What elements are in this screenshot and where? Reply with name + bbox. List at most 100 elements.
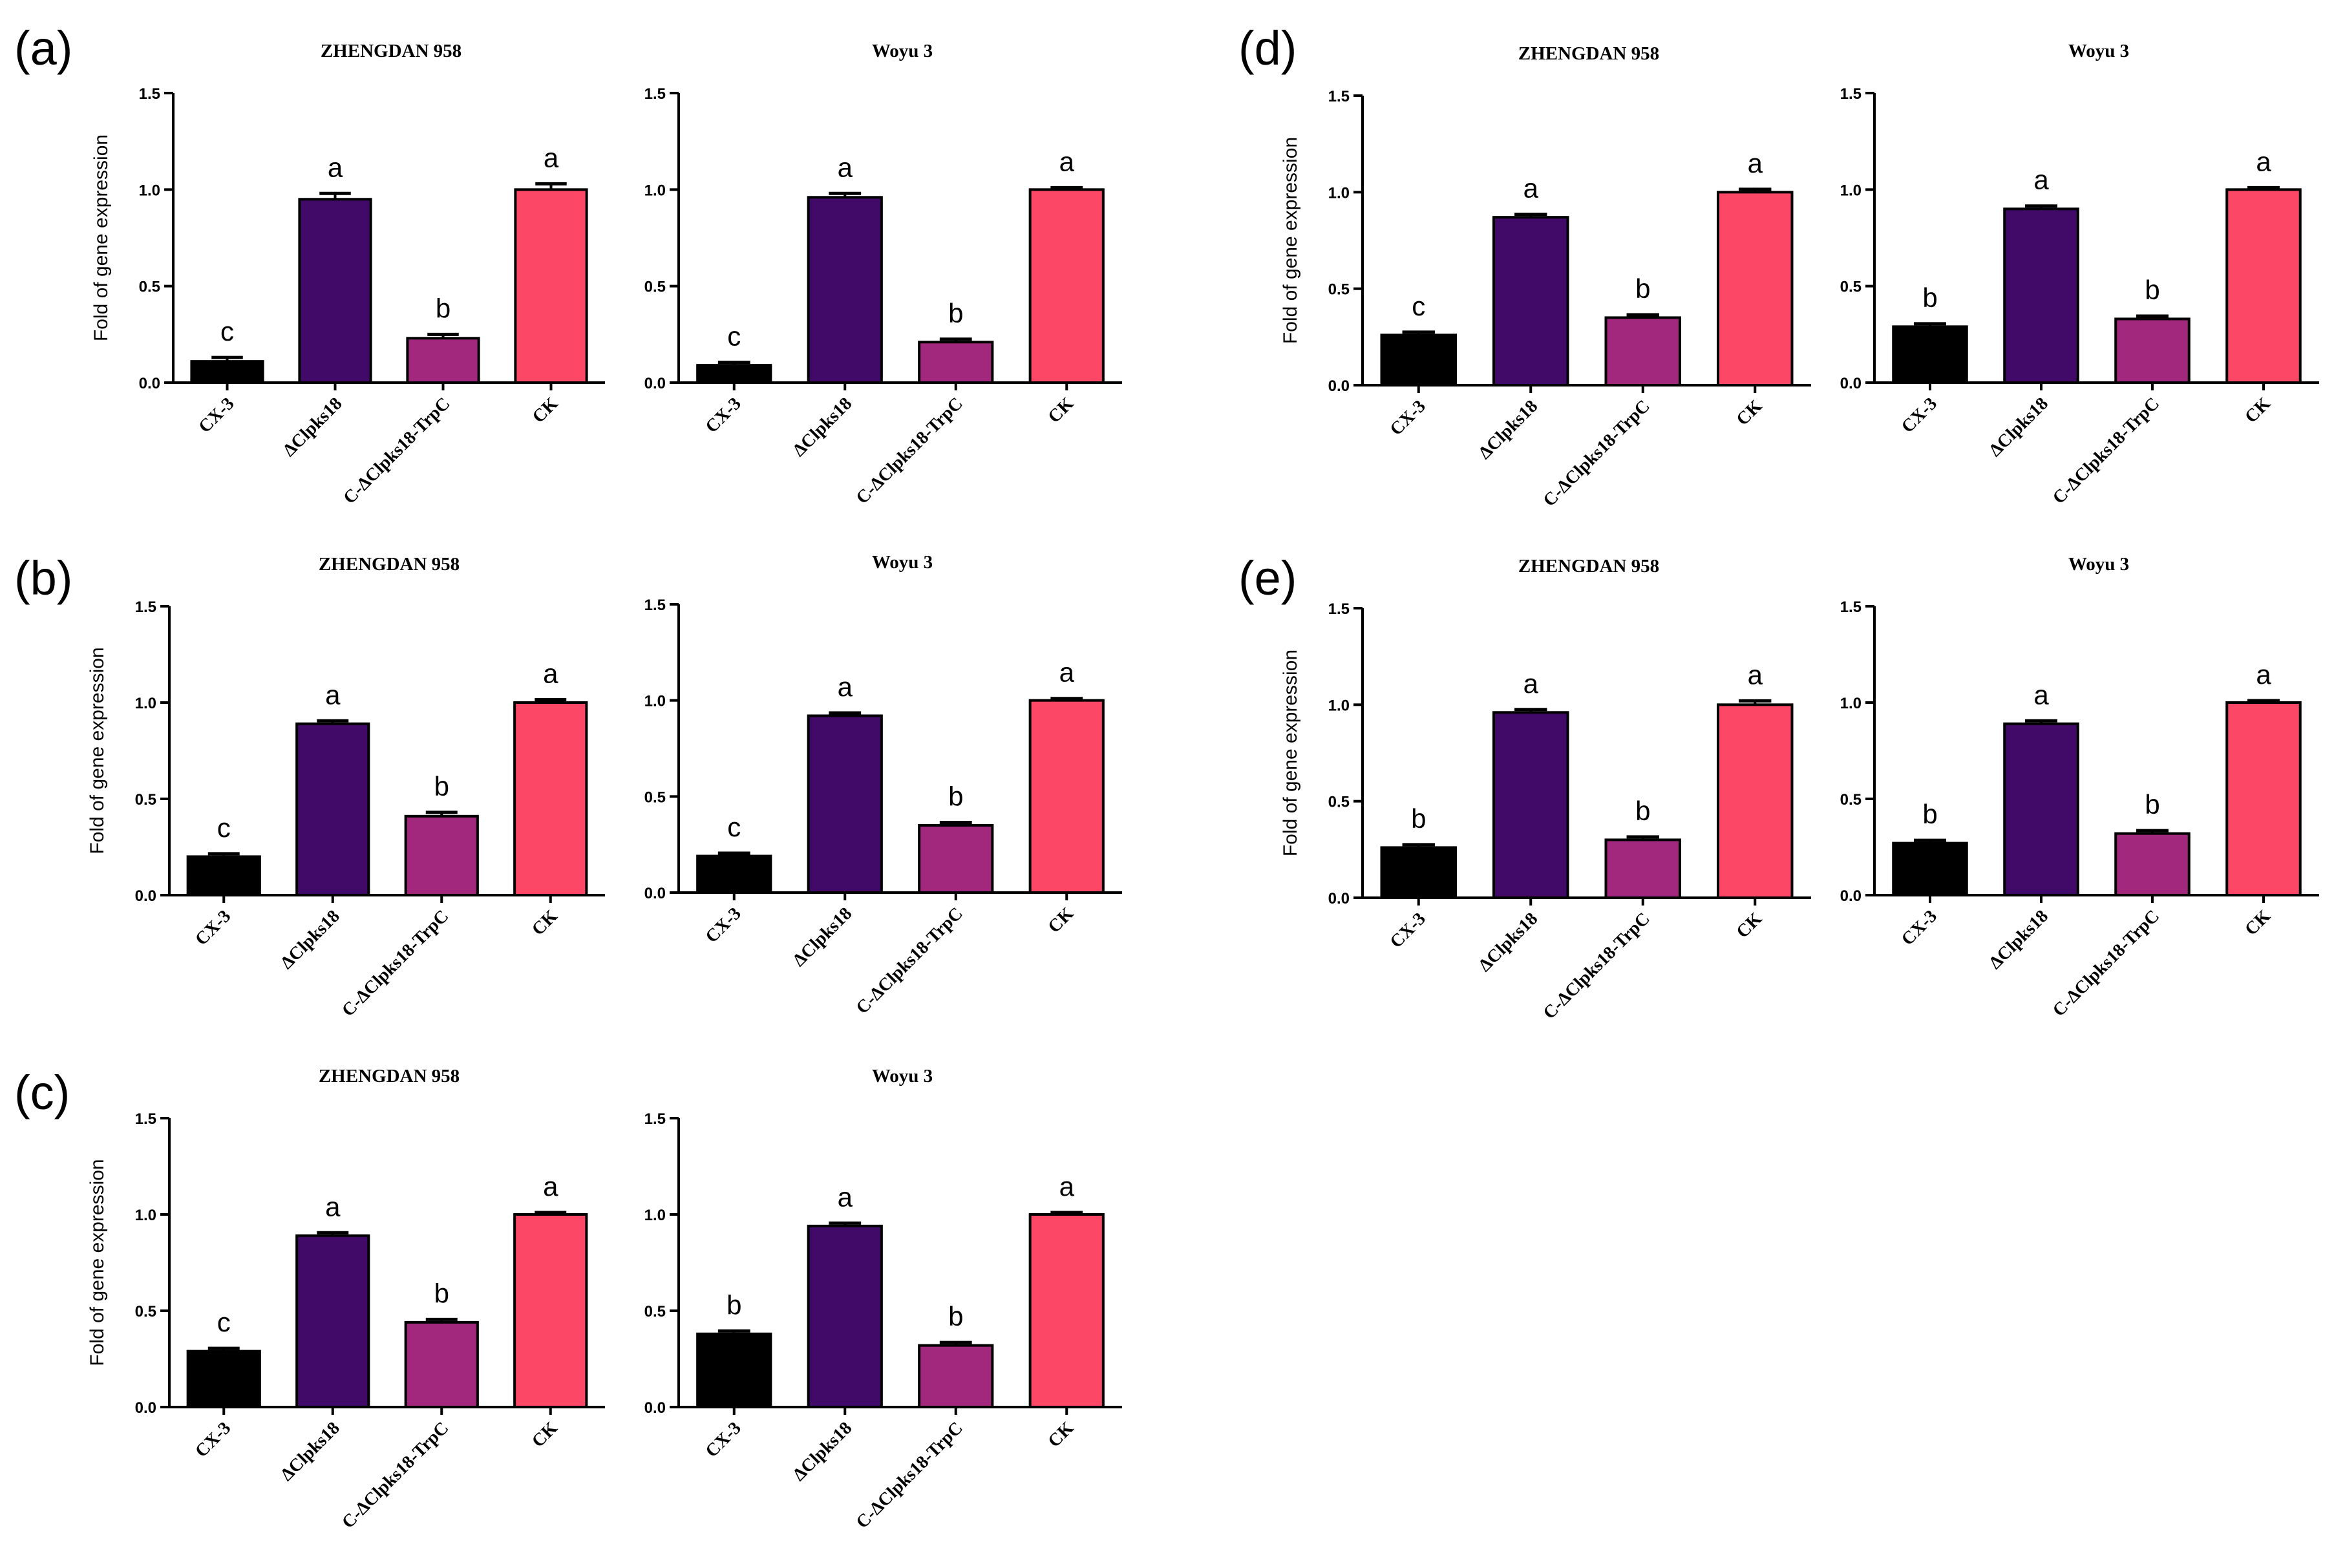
chart-4-category-label: ΔClpks18 xyxy=(789,904,856,971)
chart-8-bar xyxy=(2114,317,2191,384)
chart-10-ytick-label: 1.0 xyxy=(1840,695,1862,712)
chart-5-category-label: C-ΔClpks18-TrpC xyxy=(338,1418,452,1532)
chart-3-bar xyxy=(513,701,588,896)
chart-6-significance-label: a xyxy=(838,1181,853,1212)
chart-3-ylabel: Fold of gene expression xyxy=(87,647,108,854)
chart-5-panel-letter: (c) xyxy=(14,1066,70,1119)
chart-1-ytick-label: 0.0 xyxy=(139,375,160,392)
chart-5-significance-label: a xyxy=(543,1171,558,1202)
chart-7-title: ZHENGDAN 958 xyxy=(1518,43,1659,64)
chart-2-significance-label: c xyxy=(727,321,741,352)
chart-10-bar xyxy=(2114,832,2191,897)
chart-9-category-label: C-ΔClpks18-TrpC xyxy=(1540,909,1654,1023)
chart-8-category-label: CK xyxy=(2241,394,2275,427)
chart-9-category-label: ΔClpks18 xyxy=(1475,909,1542,976)
chart-8-category-label: CX-3 xyxy=(1898,394,1941,437)
chart-1-ytick-label: 0.5 xyxy=(139,279,160,296)
chart-9-significance-label: b xyxy=(1635,796,1650,826)
chart-5-significance-label: c xyxy=(217,1307,231,1337)
chart-4-bar xyxy=(807,714,883,895)
chart-10-category-label: ΔClpks18 xyxy=(1985,906,2052,973)
chart-6-bar xyxy=(918,1344,994,1408)
chart-7-bar xyxy=(1492,216,1569,387)
chart-2-significance-label: b xyxy=(948,298,963,328)
chart-8-ytick-label: 1.5 xyxy=(1840,85,1862,103)
chart-7-significance-label: b xyxy=(1635,273,1650,304)
chart-9-ytick-label: 1.0 xyxy=(1328,697,1350,714)
chart-4-ytick-label: 1.5 xyxy=(644,597,666,614)
chart-1-significance-label: a xyxy=(544,142,559,173)
chart-9-ytick-label: 0.0 xyxy=(1328,890,1350,907)
chart-3-ytick-label: 1.5 xyxy=(135,599,156,616)
chart-10-bar xyxy=(1892,842,1968,897)
chart-6-significance-label: b xyxy=(948,1301,963,1331)
chart-9-category-label: CK xyxy=(1733,909,1766,942)
chart-1-category-label: CK xyxy=(529,394,562,427)
chart-7-category-label: CX-3 xyxy=(1386,396,1430,440)
chart-1-significance-label: c xyxy=(220,316,234,346)
chart-6-significance-label: b xyxy=(727,1289,741,1320)
chart-9-bar xyxy=(1380,846,1458,900)
chart-9-significance-label: a xyxy=(1748,659,1763,690)
chart-2-ytick-label: 1.0 xyxy=(644,182,666,199)
chart-5-ytick-label: 0.0 xyxy=(135,1399,156,1417)
chart-4-significance-label: c xyxy=(727,812,741,842)
chart-4-category-label: CK xyxy=(1045,904,1078,937)
chart-9-panel-letter: (e) xyxy=(1238,551,1297,605)
chart-4-bar xyxy=(918,823,994,895)
chart-4-ytick-label: 0.5 xyxy=(644,789,666,806)
chart-10-significance-label: a xyxy=(2033,679,2049,710)
chart-5-ytick-label: 0.5 xyxy=(135,1303,156,1320)
chart-4-category-label: CX-3 xyxy=(702,904,745,947)
chart-7-panel-letter: (d) xyxy=(1238,21,1297,75)
chart-3-category-label: CX-3 xyxy=(191,906,235,949)
chart-7-ylabel: Fold of gene expression xyxy=(1280,137,1301,344)
chart-6-bar xyxy=(696,1332,772,1409)
chart-4-bar xyxy=(696,854,772,895)
chart-8-ytick-label: 0.5 xyxy=(1840,279,1862,296)
chart-5-category-label: CK xyxy=(528,1418,562,1452)
chart-8-significance-label: b xyxy=(2145,275,2159,305)
chart-3-bar xyxy=(404,814,479,896)
chart-10-ytick-label: 0.0 xyxy=(1840,887,1862,905)
chart-1-title: ZHENGDAN 958 xyxy=(321,41,461,61)
chart-6-category-label: C-ΔClpks18-TrpC xyxy=(853,1418,967,1532)
chart-6-ytick-label: 1.0 xyxy=(644,1207,666,1224)
chart-5-ytick-label: 1.5 xyxy=(135,1110,156,1128)
chart-5-bar xyxy=(404,1320,479,1408)
chart-3-ytick-label: 0.0 xyxy=(135,887,156,905)
chart-3-category-label: CK xyxy=(528,906,562,940)
chart-5-significance-label: b xyxy=(434,1278,449,1308)
chart-6-title: Woyu 3 xyxy=(872,1066,933,1086)
chart-10-category-label: CK xyxy=(2241,906,2275,940)
chart-7-significance-label: c xyxy=(1412,291,1425,321)
chart-6-category-label: CX-3 xyxy=(702,1418,745,1461)
chart-9-bar xyxy=(1716,703,1794,900)
chart-6-ytick-label: 0.0 xyxy=(644,1399,666,1417)
chart-10-significance-label: a xyxy=(2256,659,2271,690)
chart-9-ylabel: Fold of gene expression xyxy=(1280,650,1301,856)
chart-9-category-label: CX-3 xyxy=(1386,909,1430,952)
chart-3-significance-label: a xyxy=(543,659,558,689)
chart-1-category-label: C-ΔClpks18-TrpC xyxy=(339,394,454,508)
chart-1-bar xyxy=(514,188,588,384)
chart-10-bar xyxy=(2003,722,2079,897)
chart-2-bar xyxy=(918,341,994,385)
chart-8-category-label: C-ΔClpks18-TrpC xyxy=(2049,394,2163,508)
chart-1-bar xyxy=(190,360,264,384)
chart-10-significance-label: b xyxy=(2145,789,2159,820)
chart-8-title: Woyu 3 xyxy=(2068,41,2129,61)
chart-4-category-label: C-ΔClpks18-TrpC xyxy=(853,904,967,1018)
chart-1-ytick-label: 1.5 xyxy=(139,85,160,103)
chart-8-ytick-label: 1.0 xyxy=(1840,182,1862,199)
chart-9-ytick-label: 1.5 xyxy=(1328,600,1350,618)
chart-1-panel-letter: (a) xyxy=(14,21,72,75)
chart-9-significance-label: a xyxy=(1523,668,1539,699)
chart-7-bar xyxy=(1604,316,1682,387)
chart-10-ytick-label: 1.5 xyxy=(1840,599,1862,616)
chart-7-category-label: CK xyxy=(1733,396,1766,430)
chart-4-ytick-label: 1.0 xyxy=(644,693,666,710)
chart-3-bar xyxy=(295,722,370,897)
chart-5-bar xyxy=(186,1350,261,1409)
chart-2-title: Woyu 3 xyxy=(872,41,933,61)
